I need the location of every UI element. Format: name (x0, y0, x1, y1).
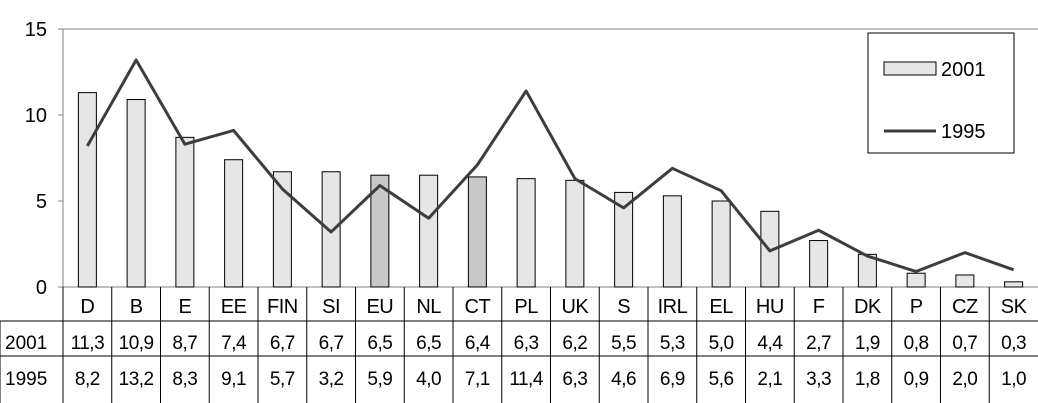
x-tick-label-p: P (910, 296, 923, 318)
line-1995-path (86, 58, 1015, 274)
x-tick-label-sk: SK (1001, 296, 1028, 318)
x-tick-label-el: EL (709, 296, 733, 318)
data-label-2001-hu: 4,4 (757, 333, 783, 354)
legend: 2001 1995 (867, 32, 1015, 154)
data-label-2001-ee: 7,4 (221, 333, 247, 354)
data-label-2001-f: 2,7 (806, 333, 831, 354)
data-label-1995-el: 5,6 (709, 369, 734, 390)
x-tick-label-hu: HU (756, 296, 784, 318)
x-tick-label-eu: EU (366, 296, 393, 318)
bar-2001-f (809, 240, 829, 288)
data-label-1995-hu: 2,1 (757, 369, 782, 390)
x-tick-label-nl: NL (416, 296, 441, 318)
y-tick-label: 15 (25, 19, 47, 41)
data-label-2001-e: 8,7 (172, 333, 197, 354)
data-label-2001-pl: 6,3 (514, 333, 539, 354)
bar-2001-s (614, 191, 634, 288)
data-label-2001-d: 11,3 (71, 333, 105, 354)
data-label-2001-sk: 0,3 (1001, 333, 1026, 354)
legend-label-1995: 1995 (941, 121, 986, 143)
line-1995 (86, 58, 1015, 274)
bar-2001-b (126, 99, 146, 288)
data-label-1995-dk: 1,8 (855, 369, 880, 390)
bar-2001-ee (224, 159, 244, 288)
bar-2001-irl (662, 195, 682, 288)
data-label-1995-s: 4,6 (611, 369, 636, 390)
data-label-1995-nl: 4,0 (416, 369, 441, 390)
data-label-2001-dk: 1,9 (855, 333, 880, 354)
data-label-2001-p: 0,8 (904, 333, 929, 354)
data-label-1995-sk: 1,0 (1001, 369, 1026, 390)
data-label-1995-d: 8,2 (75, 369, 100, 390)
x-tick-label-d: D (80, 296, 94, 318)
x-tick-label-cz: CZ (952, 296, 978, 318)
bars-2001 (77, 92, 1024, 288)
data-label-1995-pl: 11,4 (509, 369, 544, 390)
data-label-2001-s: 5,5 (611, 333, 636, 354)
x-tick-label-ct: CT (465, 296, 491, 318)
data-label-1995-p: 0,9 (904, 369, 929, 390)
data-label-1995-si: 3,2 (319, 369, 344, 390)
data-label-1995-f: 3,3 (806, 369, 831, 390)
data-label-2001-nl: 6,5 (416, 333, 441, 354)
x-tick-label-irl: IRL (658, 296, 688, 318)
y-tick-label: 0 (36, 277, 47, 299)
data-label-1995-e: 8,3 (172, 369, 197, 390)
x-tick-label-uk: UK (561, 296, 589, 318)
data-label-1995-ct: 7,1 (465, 369, 490, 390)
data-label-2001-fin: 6,7 (270, 333, 295, 354)
table-row-header-1995: 1995 (5, 369, 47, 390)
bar-2001-e (175, 136, 195, 288)
x-tick-label-fin: FIN (267, 296, 298, 318)
x-tick-label-si: SI (322, 296, 340, 318)
x-tick-label-pl: PL (514, 296, 538, 318)
bar-2001-pl (516, 178, 536, 288)
data-label-2001-cz: 0,7 (952, 333, 977, 354)
data-label-1995-cz: 2,0 (952, 369, 977, 390)
data-label-2001-irl: 5,3 (660, 333, 685, 354)
data-label-2001-si: 6,7 (319, 333, 344, 354)
x-tick-label-s: S (617, 296, 630, 318)
data-label-1995-fin: 5,7 (270, 369, 295, 390)
data-label-2001-eu: 6,5 (367, 333, 392, 354)
x-tick-label-e: E (178, 296, 191, 318)
x-tick-label-ee: EE (221, 296, 247, 318)
bar-2001-el (711, 200, 731, 288)
data-label-2001-el: 5,0 (709, 333, 734, 354)
data-label-1995-irl: 6,9 (660, 369, 685, 390)
legend-label-2001: 2001 (941, 59, 986, 81)
y-tick-label: 5 (36, 191, 47, 213)
data-label-1995-b: 13,2 (119, 369, 154, 390)
data-label-1995-ee: 9,1 (221, 369, 246, 390)
legend-swatch-2001 (883, 61, 937, 76)
bar-2001-nl (419, 174, 439, 288)
table-row-header-2001: 2001 (5, 333, 47, 354)
bar-2001-ct (467, 176, 487, 288)
data-label-1995-uk: 6,3 (562, 369, 587, 390)
bar-2001-fin (272, 171, 292, 288)
data-table: D B E EE FIN SI EU NL CT PL UK S IRL EL HU F DK P CZ SK2001… (0, 287, 1038, 403)
bar-2001-sk (1004, 281, 1024, 288)
bar-2001-eu (370, 174, 390, 288)
data-label-2001-uk: 6,2 (562, 333, 587, 354)
x-tick-label-dk: DK (854, 296, 882, 318)
bar-2001-cz (955, 274, 975, 288)
data-label-1995-eu: 5,9 (367, 369, 392, 390)
x-tick-label-b: B (130, 296, 143, 318)
y-axis: 0 5 10 15 (25, 19, 63, 299)
bar-2001-si (321, 171, 341, 288)
y-tick-label: 10 (25, 105, 47, 127)
x-tick-label-f: F (813, 296, 825, 318)
data-label-2001-ct: 6,4 (465, 333, 491, 354)
data-label-2001-b: 10,9 (119, 333, 154, 354)
bar-2001-p (906, 272, 926, 288)
legend-box (867, 32, 1015, 154)
bar-2001-d (77, 92, 97, 288)
bar-2001-uk (565, 179, 585, 288)
bar-2001-dk (857, 253, 877, 288)
